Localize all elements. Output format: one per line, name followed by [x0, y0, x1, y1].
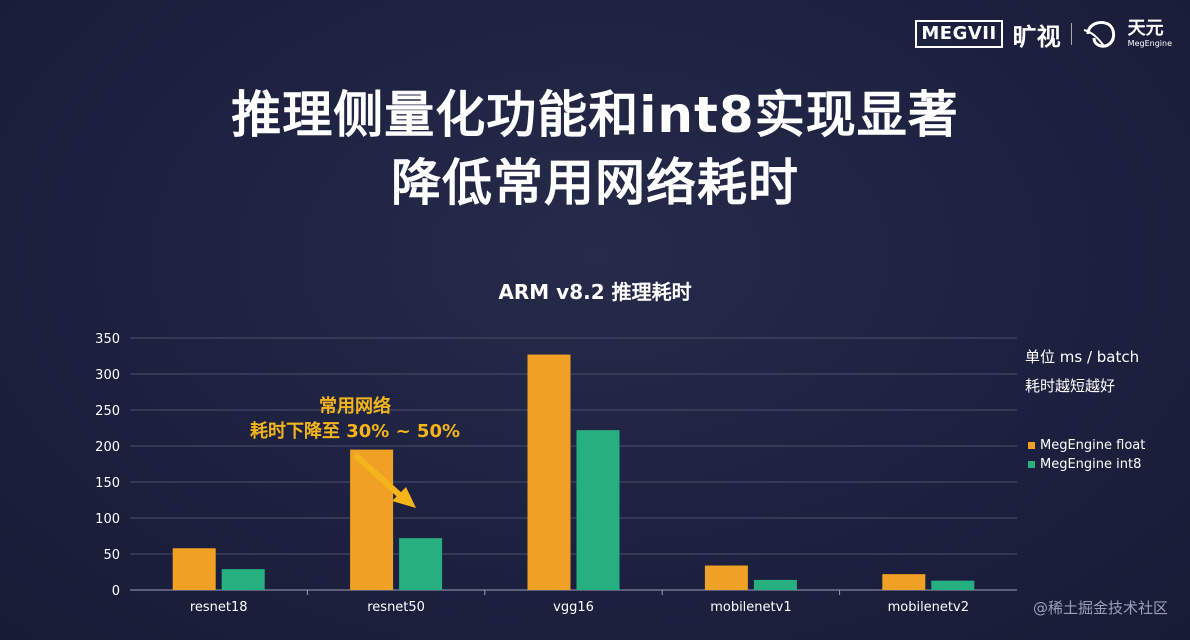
legend-item-float: MegEngine float	[1028, 436, 1145, 455]
arrow-shaft	[352, 452, 406, 501]
chart-bars	[172, 354, 975, 590]
chart-legend: MegEngine float MegEngine int8	[1028, 436, 1145, 474]
y-tick-label: 300	[95, 368, 120, 383]
bar-float-resnet18	[172, 548, 216, 590]
y-tick-label: 50	[103, 548, 120, 563]
unit-note: 单位 ms / batch	[1025, 348, 1140, 366]
legend-swatch-float	[1028, 442, 1035, 449]
callout-arrow	[352, 452, 416, 508]
megvii-cn-name: 旷视	[1012, 22, 1061, 51]
watermark: @稀土掘金技术社区	[1032, 599, 1168, 617]
y-tick-label: 150	[95, 476, 120, 491]
megvii-logo: MEGVII	[915, 20, 1003, 48]
bar-int8-resnet18	[221, 569, 265, 590]
x-tick-label: resnet18	[190, 600, 248, 615]
y-tick-label: 250	[95, 404, 120, 419]
callout-line2: 耗时下降至 30% ~ 50%	[249, 421, 461, 442]
engine-en-name: MegEngine	[1127, 39, 1172, 48]
brand-logo: MEGVII 旷视 天元 MegEngine	[915, 16, 1172, 52]
y-tick-label: 100	[95, 512, 120, 527]
bar-float-vgg16	[527, 354, 571, 590]
bar-int8-mobilenetv2	[931, 580, 975, 590]
slide-title-line2: 降低常用网络耗时	[391, 154, 799, 212]
bar-int8-vgg16	[576, 430, 620, 590]
logo-divider	[1070, 23, 1072, 45]
bar-int8-mobilenetv1	[753, 579, 797, 590]
engine-cn-name: 天元	[1127, 18, 1164, 39]
callout-line1: 常用网络	[319, 396, 391, 417]
legend-label-int8: MegEngine int8	[1040, 457, 1142, 472]
chart-labels: 0 50 100 150 200 250 300 350 resnet18 resnet50 vgg…	[95, 332, 969, 615]
better-note: 耗时越短越好	[1025, 377, 1116, 395]
x-tick-label: resnet50	[367, 600, 425, 615]
megengine-logo: 天元 MegEngine	[1082, 18, 1172, 50]
x-tick-label: mobilenetv2	[888, 600, 969, 615]
bar-int8-resnet50	[399, 538, 443, 590]
bar-float-mobilenetv1	[704, 565, 748, 590]
chart-title: ARM v8.2 推理耗时	[498, 280, 692, 304]
bar-float-mobilenetv2	[882, 574, 926, 590]
x-tick-label: mobilenetv1	[710, 600, 791, 615]
x-tick-label: vgg16	[553, 600, 594, 615]
megengine-icon	[1083, 20, 1115, 48]
y-tick-label: 350	[95, 332, 120, 347]
legend-item-int8: MegEngine int8	[1028, 455, 1145, 474]
y-tick-label: 200	[95, 440, 120, 455]
legend-label-float: MegEngine float	[1040, 438, 1146, 453]
arrow-head	[392, 487, 416, 508]
legend-swatch-int8	[1028, 461, 1035, 468]
slide-title-line1: 推理侧量化功能和int8实现显著	[231, 86, 959, 144]
y-tick-label: 0	[112, 584, 120, 599]
chart-grid	[130, 337, 1017, 595]
